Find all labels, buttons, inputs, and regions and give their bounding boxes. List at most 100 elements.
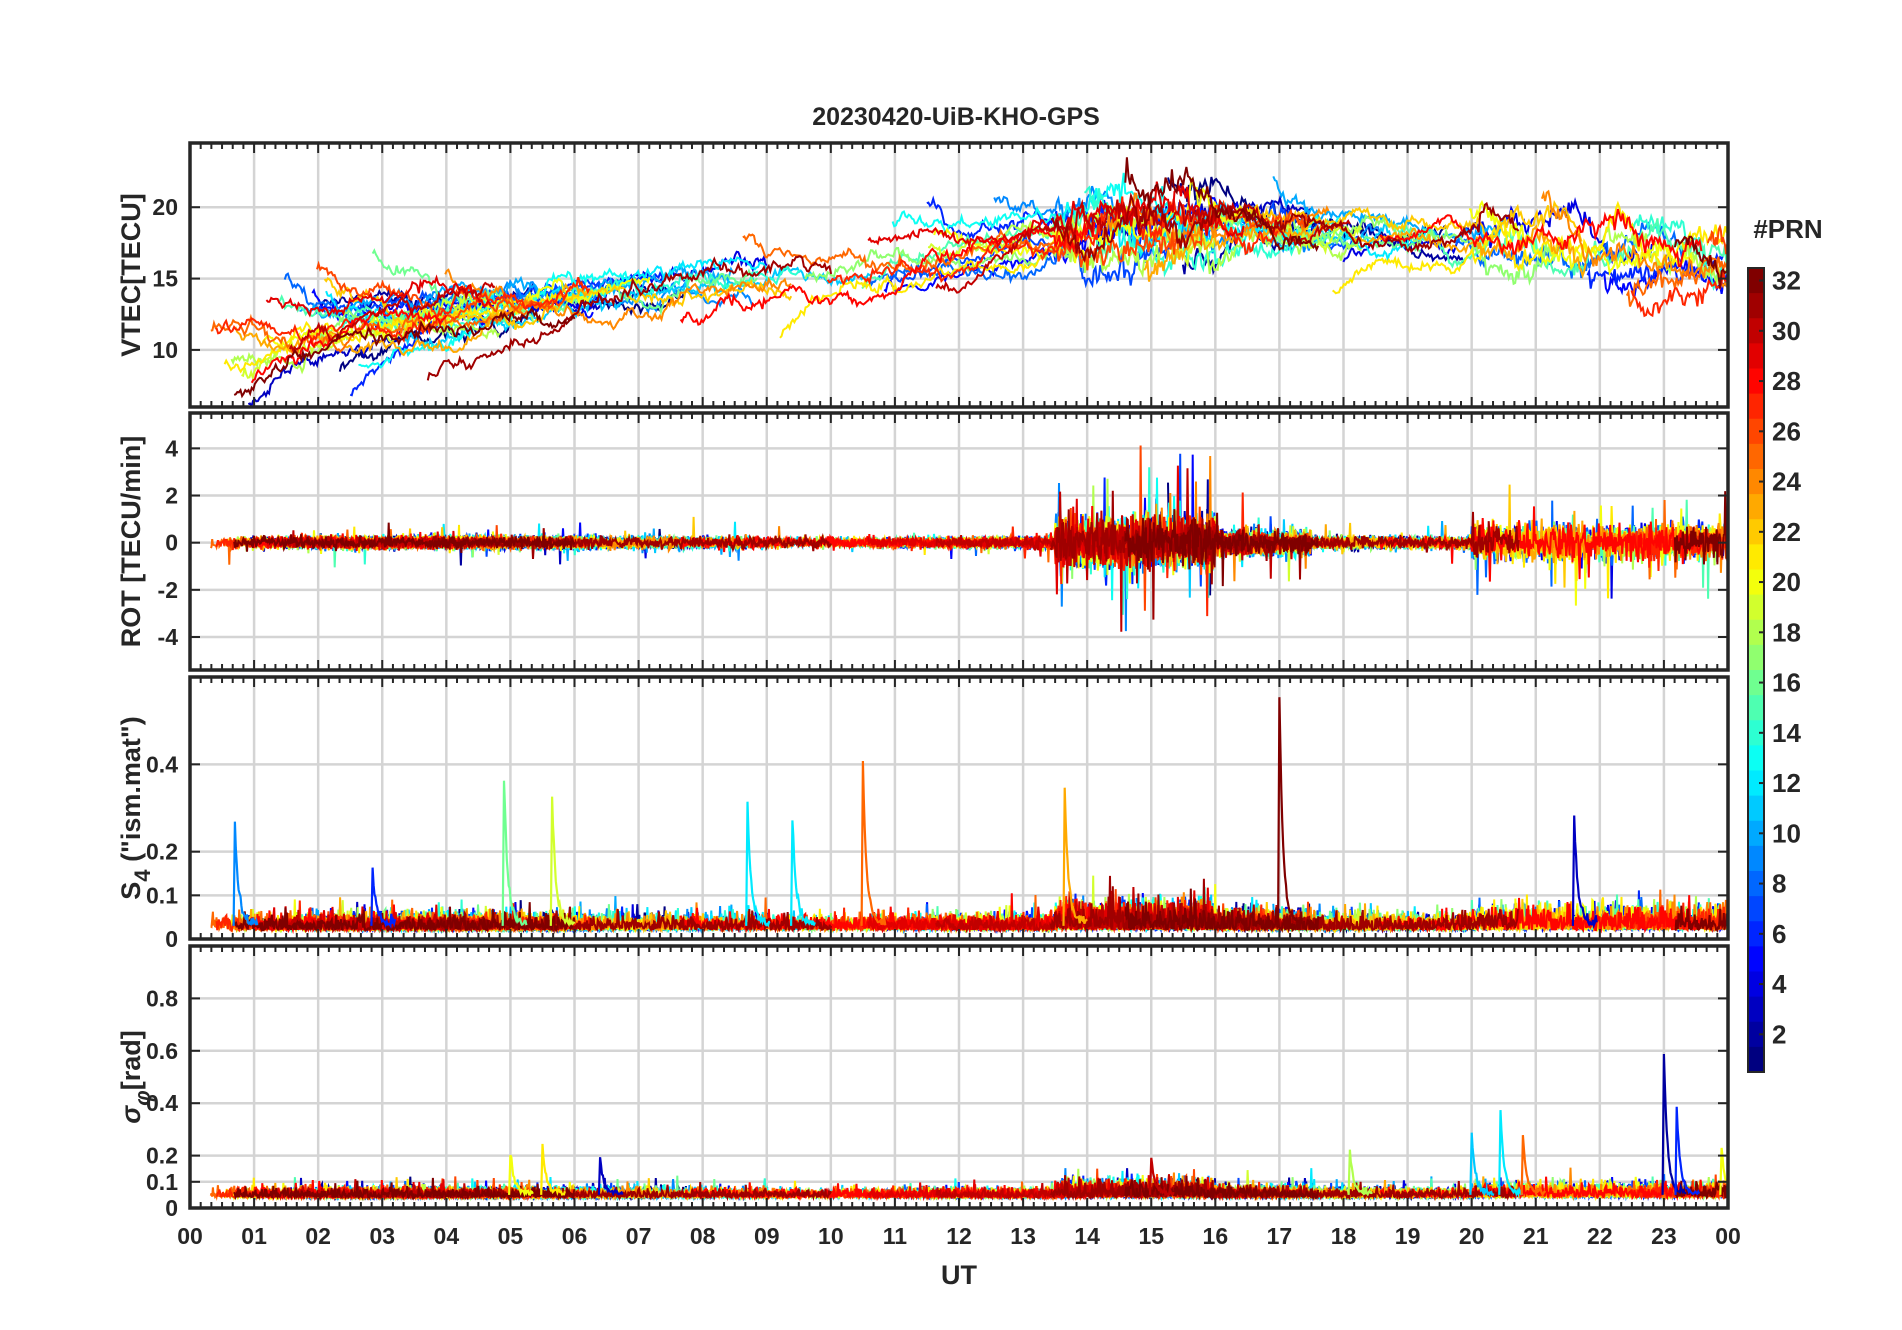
sigma-peak-prn-11: [1469, 1132, 1495, 1197]
rot-x-ticks: [189, 413, 1729, 670]
s4-y-axis-label: S4 ("ism.mat"): [116, 716, 155, 899]
colorbar-band: [1748, 971, 1764, 998]
colorbar-band: [1748, 594, 1764, 621]
sigma-peak-prn-6: [1674, 1106, 1701, 1196]
s4-peak-prn-16: [501, 780, 528, 926]
x-tick-label: 12: [946, 1223, 972, 1249]
rot-y-tick-label: 0: [165, 530, 178, 556]
sigma-y-tick-label: 0.8: [146, 985, 178, 1011]
s4-series: [210, 697, 1728, 935]
x-tick-label: 03: [369, 1223, 395, 1249]
x-tick-label: 07: [626, 1223, 652, 1249]
colorbar-band: [1748, 619, 1764, 646]
sigma-series-prn-32: [1124, 1175, 1320, 1202]
x-tick-label: 18: [1331, 1223, 1357, 1249]
s4-x-ticks: [189, 677, 1729, 939]
vtec-series-prn-26: [1706, 223, 1728, 255]
rot-series: [209, 445, 1728, 632]
vtec-series-prn-32: [1673, 235, 1728, 289]
colorbar-tick-label: 16: [1772, 668, 1801, 698]
colorbar-tick-label: 10: [1772, 818, 1801, 848]
x-tick-label: 01: [241, 1223, 267, 1249]
vtec-series-prn-32: [233, 307, 576, 399]
colorbar-tick-label: 14: [1772, 718, 1801, 748]
colorbar-tick-label: 8: [1772, 869, 1786, 899]
x-tick-label: 23: [1651, 1223, 1677, 1249]
rot-series-prn-32: [233, 522, 576, 553]
s4-series-prn-32: [1674, 905, 1728, 934]
s4-peak-prn-12: [790, 820, 816, 927]
rot-y-tick-label: 2: [165, 483, 178, 509]
s4-series-prn-32: [1124, 888, 1320, 934]
colorbar-band: [1748, 795, 1764, 822]
colorbar-band: [1748, 896, 1764, 922]
x-tick-label: 04: [434, 1223, 460, 1249]
panel-sigma: 00.10.20.40.60.8σφ[rad]00 01 02 03 04 05 06 07 0…: [116, 944, 1741, 1249]
x-tick-label: 19: [1395, 1223, 1421, 1249]
vtec-series-prn-24: [444, 268, 792, 331]
s4-peak-prn-19: [549, 796, 576, 928]
colorbar-band: [1748, 845, 1764, 872]
sigma-peak-prn-25: [1520, 1135, 1547, 1198]
vtec-y-tick-label: 20: [152, 194, 178, 220]
sigma-peak-prn-30: [1148, 1157, 1175, 1198]
colorbar-band: [1748, 318, 1764, 344]
panel-rot: -4 -2 0 2 4 ROT [TECU/min]: [116, 411, 1730, 672]
colorbar-title: #PRN: [1753, 214, 1822, 244]
colorbar-band: [1748, 494, 1764, 520]
colorbar-tick-label: 20: [1772, 567, 1801, 597]
sigma-y-tick-label: 0.4: [146, 1090, 178, 1116]
x-tick-label: 00: [177, 1223, 203, 1249]
colorbar-band: [1748, 519, 1764, 545]
colorbar-band: [1748, 720, 1764, 746]
vtec-series-prn-10: [1272, 176, 1506, 241]
colorbar-band: [1748, 569, 1764, 596]
vtec-y-tick-label: 15: [152, 266, 178, 292]
vtec-y-axis-label: VTEC[TECU]: [116, 193, 146, 357]
rot-y-axis-label: ROT [TECU/min]: [116, 436, 146, 647]
sigma-y-axis-label: σφ[rad]: [116, 1030, 155, 1123]
rot-series-prn-32: [1124, 509, 1320, 587]
x-tick-label: 16: [1203, 1223, 1229, 1249]
x-tick-label: 09: [754, 1223, 780, 1249]
vtec-series-prn-30: [288, 281, 496, 353]
x-tick-label: 02: [305, 1223, 331, 1249]
vtec-series-prn-24: [1540, 189, 1728, 289]
s4-peak-prn-6: [370, 867, 397, 929]
x-tick-label: 21: [1523, 1223, 1549, 1249]
sigma-y-tick-label: 0.6: [146, 1038, 178, 1064]
colorbar-tick-label: 22: [1772, 517, 1801, 547]
vtec-series-prn-21: [779, 223, 1086, 339]
colorbar-band: [1748, 695, 1764, 721]
sigma-series-prn-32: [233, 1177, 576, 1201]
colorbar-band: [1748, 1046, 1764, 1073]
sigma-peak-prn-20: [508, 1154, 534, 1198]
vtec-series-prn-8: [868, 241, 1087, 288]
x-tick-label: 13: [1010, 1223, 1036, 1249]
vtec-series-prn-31: [426, 255, 833, 381]
colorbar-band: [1748, 268, 1764, 294]
colorbar-band: [1748, 996, 1764, 1023]
sigma-series-prn-32: [1674, 1180, 1728, 1201]
vtec-series: [210, 157, 1728, 407]
colorbar-band: [1748, 670, 1764, 696]
s4-peak-prn-25: [860, 760, 887, 926]
colorbar-tick-label: 24: [1772, 467, 1801, 497]
sigma-peak-prn-21: [540, 1143, 566, 1196]
vtec-series-prn-32: [1124, 157, 1320, 253]
sigma-x-ticks: [189, 946, 1729, 1208]
vtec-series-prn-13: [891, 172, 1340, 246]
colorbar-tick-label: 12: [1772, 768, 1801, 798]
vtec-series-prn-27: [1630, 271, 1728, 318]
colorbar-band: [1748, 368, 1764, 395]
x-tick-label: 06: [562, 1223, 588, 1249]
colorbar-tick-label: 30: [1772, 316, 1801, 346]
x-tick-label: 17: [1267, 1223, 1293, 1249]
s4-y-tick-label: 0.4: [146, 751, 178, 777]
panel-s4: 0 0.1 0.2 0.4S4 ("ism.mat"): [116, 675, 1730, 952]
figure-title: 20230420-UiB-KHO-GPS: [812, 103, 1100, 131]
colorbar-tick-label: 32: [1772, 266, 1801, 296]
vtec-x-ticks: [189, 143, 1729, 407]
colorbar-band: [1748, 293, 1764, 319]
